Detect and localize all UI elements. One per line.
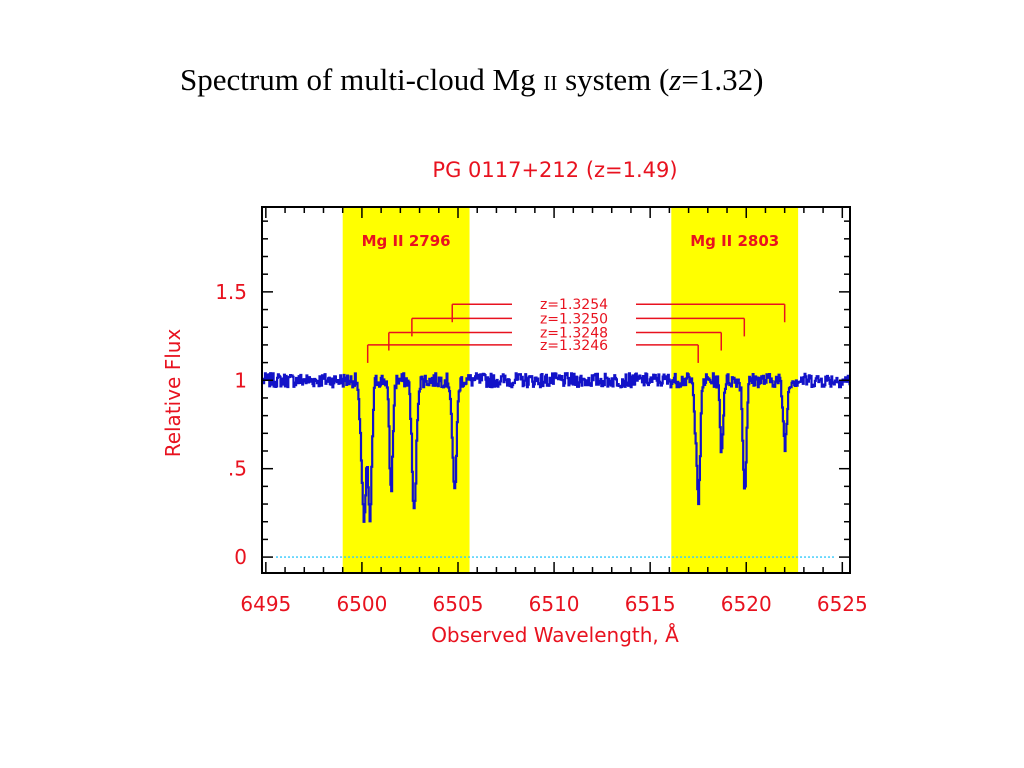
title-z-symbol: z — [669, 62, 682, 97]
x-tick-label: 6515 — [625, 592, 676, 616]
y-axis-label: Relative Flux — [161, 329, 185, 458]
component-label: z=1.3248 — [540, 326, 608, 342]
x-tick-label: 6525 — [817, 592, 868, 616]
spectrum-line — [262, 372, 851, 523]
plot-frame — [261, 206, 851, 574]
x-tick-label: 6500 — [336, 592, 387, 616]
band-label: Mg II 2796 — [362, 232, 451, 250]
title-suffix: =1.32) — [681, 62, 764, 97]
component-label: z=1.3250 — [540, 311, 608, 327]
y-tick-label: 0 — [234, 545, 247, 569]
title-middle: system ( — [557, 62, 670, 97]
component-label: z=1.3254 — [540, 297, 608, 313]
axis-tick-labels: 6495 6500 6505 6510 6515 6520 6525 0 .5 1 1.5 — [215, 280, 868, 616]
y-tick-label: .5 — [228, 457, 247, 481]
slide-title: Spectrum of multi-cloud Mg II system (z=… — [0, 62, 1024, 98]
x-tick-label: 6505 — [433, 592, 484, 616]
y-tick-label: 1 — [234, 368, 247, 392]
title-prefix: Spectrum of multi-cloud Mg — [180, 62, 536, 97]
component-label: z=1.3246 — [540, 338, 608, 354]
y-tick-label: 1.5 — [215, 280, 247, 304]
band — [671, 207, 799, 573]
x-axis-label: Observed Wavelength, Å — [431, 623, 679, 647]
x-tick-label: 6495 — [240, 592, 291, 616]
title-ion: II — [543, 71, 558, 95]
band-label: Mg II 2803 — [690, 232, 779, 250]
x-tick-label: 6520 — [721, 592, 772, 616]
x-tick-label: 6510 — [529, 592, 580, 616]
absorption-bands: Mg II 2796 Mg II 2803 — [342, 207, 799, 573]
axis-ticks — [262, 207, 850, 573]
chart-title: PG 0117+212 (z=1.49) — [432, 158, 677, 182]
